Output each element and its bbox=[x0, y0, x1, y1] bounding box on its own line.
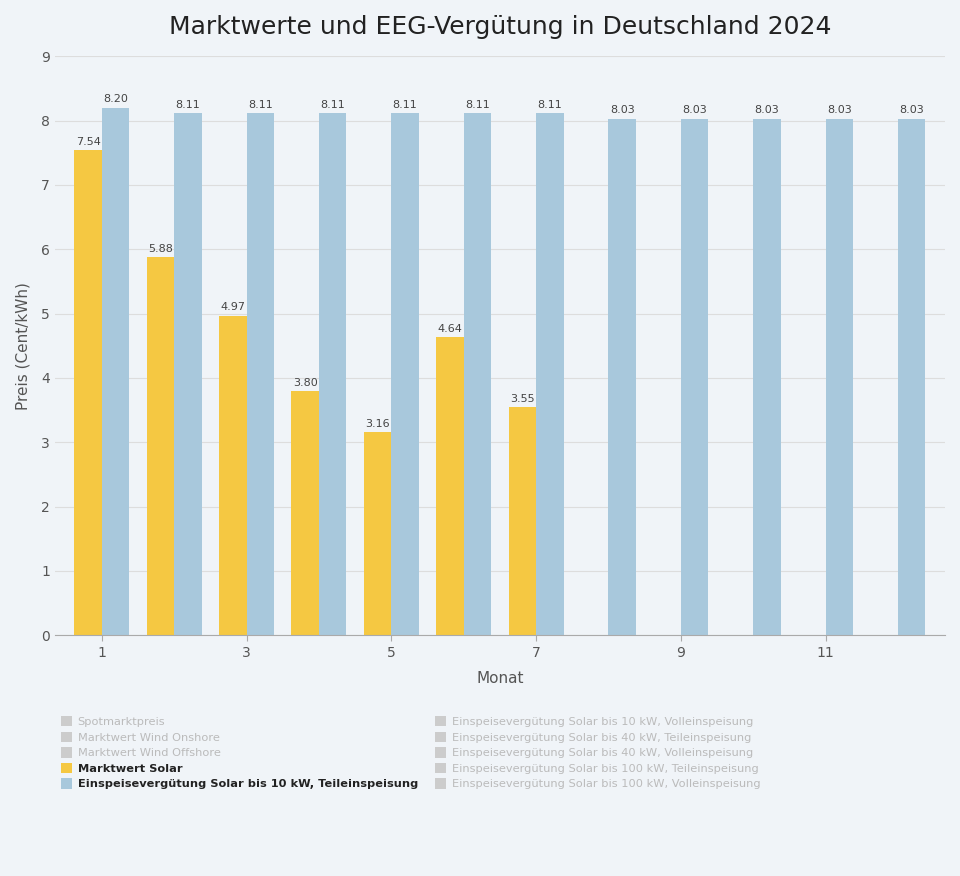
X-axis label: Monat: Monat bbox=[476, 671, 523, 686]
Bar bbox=[392, 114, 419, 635]
Y-axis label: Preis (Cent/kWh): Preis (Cent/kWh) bbox=[15, 282, 30, 410]
Bar bbox=[292, 391, 319, 635]
Text: 7.54: 7.54 bbox=[76, 137, 101, 147]
Bar bbox=[509, 406, 536, 635]
Text: 8.03: 8.03 bbox=[827, 105, 852, 116]
Bar bbox=[175, 114, 202, 635]
Text: 8.03: 8.03 bbox=[755, 105, 780, 116]
Bar bbox=[536, 114, 564, 635]
Text: 3.55: 3.55 bbox=[510, 393, 535, 404]
Bar bbox=[147, 257, 175, 635]
Bar bbox=[754, 118, 780, 635]
Text: 8.11: 8.11 bbox=[393, 100, 418, 110]
Text: 8.03: 8.03 bbox=[683, 105, 707, 116]
Text: 8.11: 8.11 bbox=[538, 100, 563, 110]
Text: 8.11: 8.11 bbox=[321, 100, 346, 110]
Text: 3.80: 3.80 bbox=[293, 378, 318, 387]
Bar bbox=[247, 114, 275, 635]
Text: 8.20: 8.20 bbox=[104, 95, 128, 104]
Bar bbox=[364, 432, 392, 635]
Text: 8.11: 8.11 bbox=[176, 100, 201, 110]
Text: 4.97: 4.97 bbox=[221, 302, 246, 312]
Bar bbox=[102, 108, 130, 635]
Bar bbox=[898, 118, 925, 635]
Title: Marktwerte und EEG-Vergütung in Deutschland 2024: Marktwerte und EEG-Vergütung in Deutschl… bbox=[169, 15, 831, 39]
Text: 8.03: 8.03 bbox=[610, 105, 635, 116]
Bar bbox=[74, 150, 102, 635]
Text: 8.03: 8.03 bbox=[900, 105, 924, 116]
Bar bbox=[436, 336, 464, 635]
Bar bbox=[319, 114, 347, 635]
Text: 5.88: 5.88 bbox=[148, 244, 173, 254]
Bar bbox=[219, 315, 247, 635]
Bar bbox=[464, 114, 492, 635]
Legend: Spotmarktpreis, Marktwert Wind Onshore, Marktwert Wind Offshore, Marktwert Solar: Spotmarktpreis, Marktwert Wind Onshore, … bbox=[60, 717, 760, 789]
Text: 3.16: 3.16 bbox=[366, 419, 390, 428]
Text: 4.64: 4.64 bbox=[438, 323, 463, 334]
Bar bbox=[826, 118, 853, 635]
Bar bbox=[681, 118, 708, 635]
Text: 8.11: 8.11 bbox=[465, 100, 490, 110]
Text: 8.11: 8.11 bbox=[248, 100, 273, 110]
Bar bbox=[609, 118, 636, 635]
